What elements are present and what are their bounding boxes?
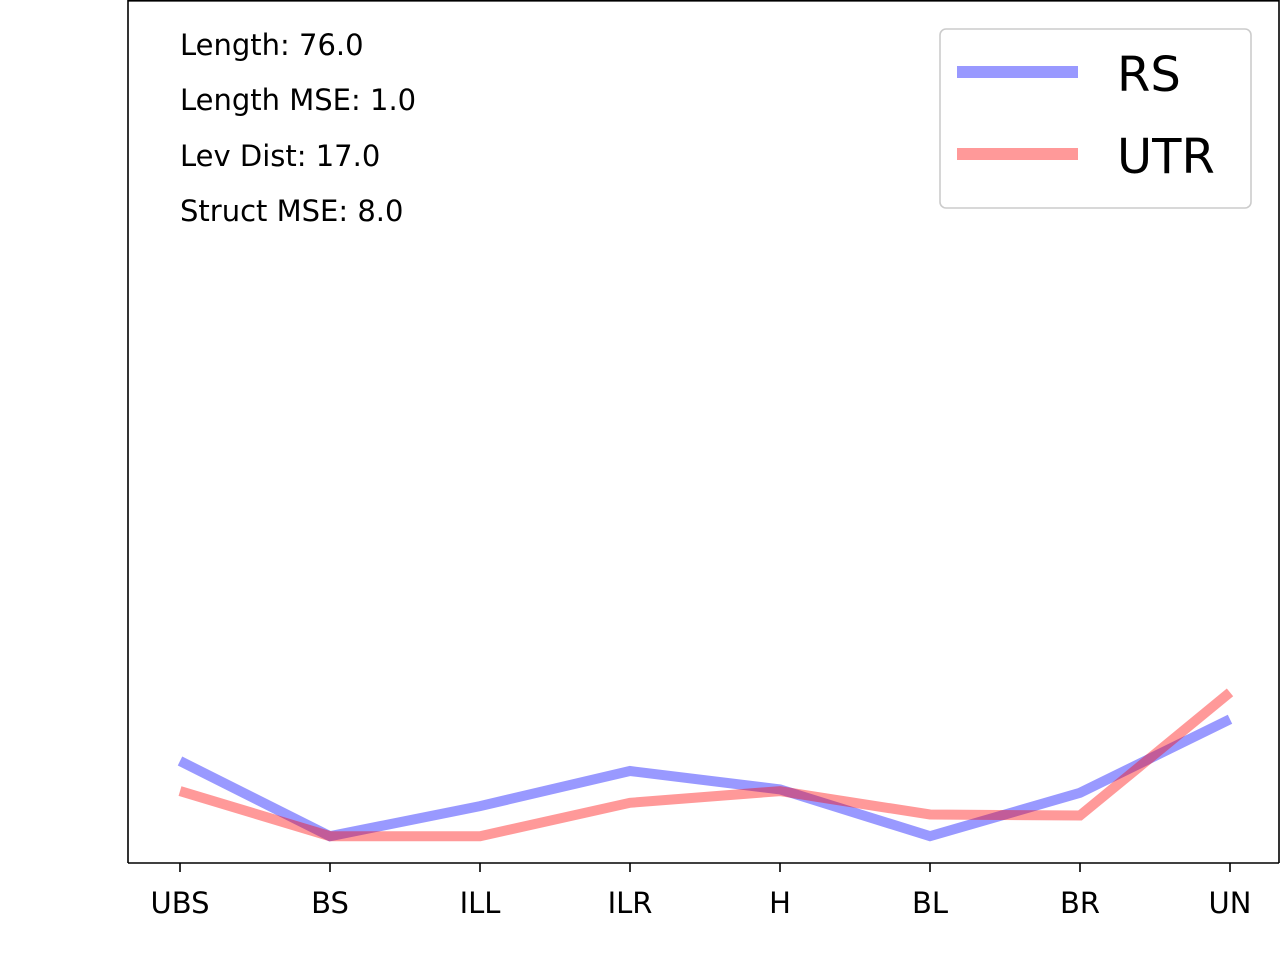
x-tick-label-bs: BS [311,886,349,920]
x-tick-label-un: UN [1209,886,1252,920]
x-tick-label-br: BR [1060,886,1100,920]
x-tick-label-ill: ILL [460,886,501,920]
series-line-utr [178,688,1234,842]
annotation-block: Length: 76.0 Length MSE: 1.0 Lev Dist: 1… [180,28,416,228]
legend-label-rs: RS [1117,47,1181,103]
x-tick-label-h: H [769,886,791,920]
x-tick-label-bl: BL [912,886,948,920]
axes-frame [127,0,1280,864]
series-layer [177,688,1234,842]
annotation-length-mse: Length MSE: 1.0 [180,83,416,117]
series-line-rs [177,714,1233,842]
annotation-lev-dist: Lev Dist: 17.0 [180,139,380,173]
legend-label-utr: UTR [1117,129,1215,185]
annotation-struct-mse: Struct MSE: 8.0 [180,194,403,228]
legend: RS UTR [939,28,1252,209]
x-axis-ticks: UBS BS ILL ILR H BL BR UN [150,863,1251,920]
x-tick-label-ubs: UBS [150,886,209,920]
annotation-length: Length: 76.0 [180,28,364,62]
x-tick-label-ilr: ILR [608,886,653,920]
legend-box [939,28,1252,209]
